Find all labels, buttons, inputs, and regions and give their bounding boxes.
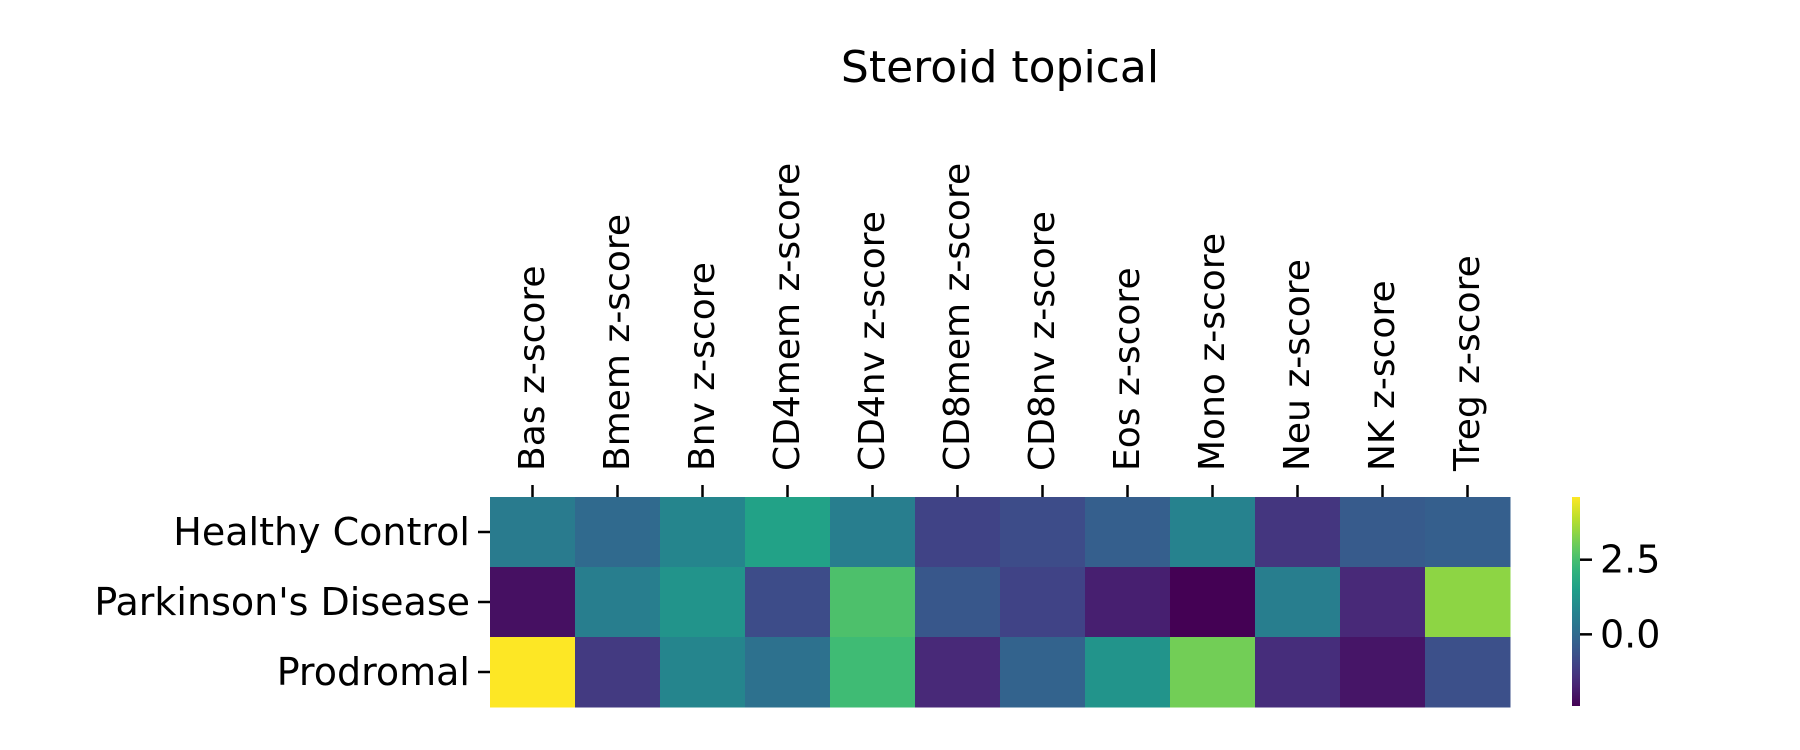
heatmap-cell: [745, 497, 831, 568]
x-tick-label: Bmem z-score: [597, 214, 638, 471]
heatmap-cell: [745, 637, 831, 708]
heatmap-cell: [490, 567, 576, 638]
heatmap-cell: [1000, 497, 1086, 568]
heatmap-cell: [490, 497, 576, 568]
heatmap-cell: [1425, 637, 1511, 708]
heatmap-cell: [575, 497, 661, 568]
heatmap-cell: [1255, 637, 1341, 708]
x-tick-label: CD8mem z-score: [937, 163, 978, 471]
heatmap-cell: [575, 567, 661, 638]
heatmap-cell: [660, 567, 746, 638]
heatmap-cell: [1340, 497, 1426, 568]
x-tick-label: Mono z-score: [1192, 233, 1233, 471]
x-tick-label: CD8nv z-score: [1022, 211, 1063, 471]
heatmap-cell: [1085, 567, 1171, 638]
y-tick-label: Prodromal: [277, 650, 470, 694]
x-tick-label: CD4mem z-score: [767, 163, 808, 471]
heatmap-cell: [745, 567, 831, 638]
colorbar: 0.0 2.5: [1572, 497, 1660, 706]
heatmap-cell: [1425, 567, 1511, 638]
heatmap-cell: [1170, 567, 1256, 638]
x-tick-label: CD4nv z-score: [852, 211, 893, 471]
x-tick-label: Eos z-score: [1107, 267, 1148, 471]
x-tick-label: Neu z-score: [1277, 259, 1318, 471]
x-tick-label: NK z-score: [1362, 280, 1403, 471]
colorbar-gradient: [1572, 497, 1580, 706]
heatmap-cell: [1255, 497, 1341, 568]
x-axis-ticks: Bas z-score Bmem z-score Bnv z-score CD4mem…: [512, 163, 1488, 497]
y-tick-label: Parkinson's Disease: [94, 580, 470, 624]
heatmap-cell: [575, 637, 661, 708]
x-tick-label: Treg z-score: [1447, 255, 1488, 472]
heatmap-cell: [660, 637, 746, 708]
heatmap-cell: [915, 497, 1001, 568]
heatmap-cell: [1255, 567, 1341, 638]
heatmap-cell: [1085, 497, 1171, 568]
heatmap-cell: [830, 567, 916, 638]
heatmap-cell: [490, 637, 576, 708]
heatmap-cell: [1425, 497, 1511, 568]
x-tick-label: Bas z-score: [512, 265, 553, 471]
heatmap-cell: [1340, 567, 1426, 638]
heatmap-cell: [1085, 637, 1171, 708]
x-tick-label: Bnv z-score: [682, 262, 723, 471]
heatmap-cell: [915, 637, 1001, 708]
heatmap-cell: [1000, 567, 1086, 638]
heatmap-cell: [830, 637, 916, 708]
y-axis-ticks: Healthy Control Parkinson's Disease Prodro…: [94, 510, 490, 694]
colorbar-tick-label: 2.5: [1600, 538, 1660, 582]
heatmap-cell: [830, 497, 916, 568]
heatmap-cell: [1340, 637, 1426, 708]
heatmap-cell: [1000, 637, 1086, 708]
y-tick-label: Healthy Control: [173, 510, 470, 554]
heatmap-cell: [660, 497, 746, 568]
chart-title: Steroid topical: [841, 42, 1159, 93]
heatmap-cells: [490, 497, 1511, 708]
heatmap-cell: [915, 567, 1001, 638]
heatmap-cell: [1170, 497, 1256, 568]
colorbar-tick-label: 0.0: [1600, 612, 1660, 656]
heatmap-cell: [1170, 637, 1256, 708]
